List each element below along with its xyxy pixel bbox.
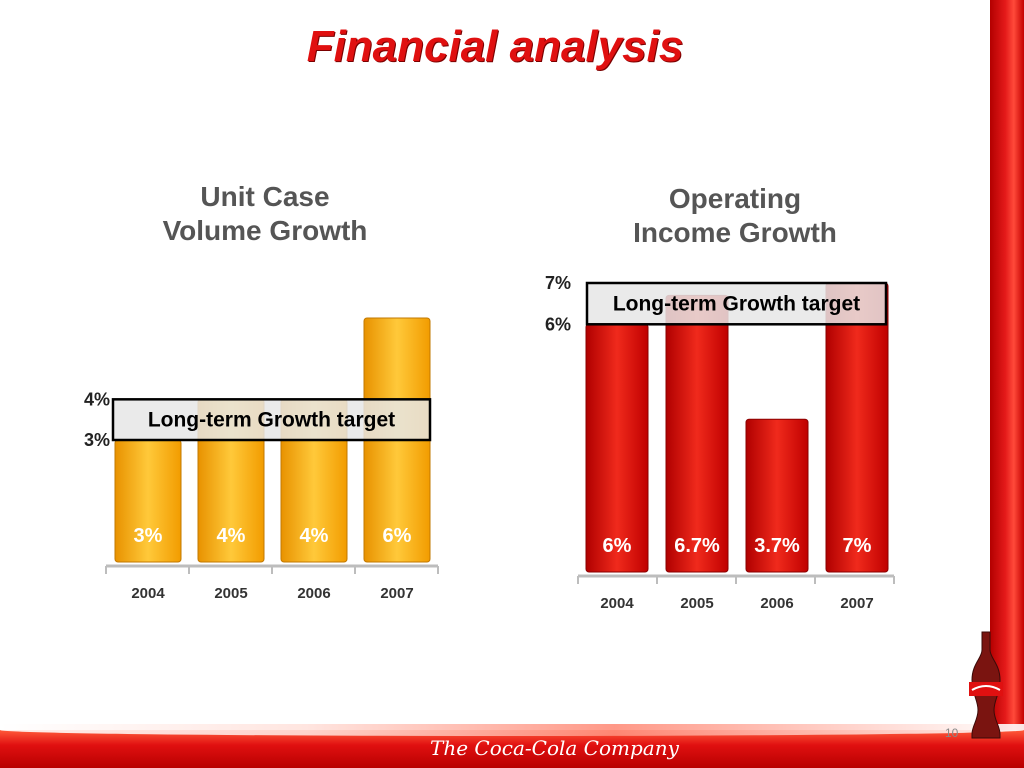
operating-tick-label-high: 7% — [545, 273, 571, 293]
operating-value-label-2007: 7% — [843, 535, 872, 557]
operating-tick-label-low: 6% — [545, 314, 571, 334]
operating-target-band — [585, 281, 888, 326]
operating-value-label-2005: 6.7% — [674, 535, 720, 557]
unit-case-tick-label-low: 3% — [84, 430, 110, 450]
company-logo: The Coca-Cola Company — [430, 736, 679, 760]
bottom-decorative-band — [0, 724, 1024, 768]
unit-case-value-label-2004: 3% — [134, 525, 163, 547]
white-swoosh — [0, 724, 1024, 736]
bottle-icon — [969, 631, 1003, 739]
unit-case-heading-line1: Unit Case — [200, 181, 330, 212]
slide-title: Financial analysis — [306, 22, 684, 71]
operating-target-label: Long-term Growth target — [613, 293, 860, 316]
operating-bar-2007 — [825, 282, 889, 573]
unit-case-value-label-2005: 4% — [217, 525, 246, 547]
unit-case-category-label-2006: 2006 — [297, 585, 330, 602]
unit-case-category-label-2007: 2007 — [380, 585, 413, 602]
unit-case-value-label-2007: 6% — [383, 525, 412, 547]
operating-heading-line2: Income Growth — [633, 217, 837, 248]
operating-category-label-2007: 2007 — [840, 595, 873, 612]
operating-category-label-2004: 2004 — [600, 595, 634, 612]
operating-heading-line1: Operating — [668, 183, 802, 214]
page-number: 10 — [945, 726, 959, 740]
operating-category-label-2006: 2006 — [760, 595, 793, 612]
unit-case-chart-heading: Unit Case Volume Growth — [130, 180, 400, 248]
unit-case-target-label: Long-term Growth target — [148, 409, 395, 432]
operating-value-label-2006: 3.7% — [754, 535, 800, 557]
operating-income-chart-heading: Operating Income Growth — [600, 182, 870, 250]
operating-bar-2005 — [665, 294, 729, 573]
right-decorative-band — [990, 0, 1024, 768]
unit-case-category-label-2005: 2005 — [214, 585, 247, 602]
unit-case-value-label-2006: 4% — [300, 525, 329, 547]
operating-category-label-2005: 2005 — [680, 595, 713, 612]
unit-case-target-band — [111, 398, 432, 442]
unit-case-tick-label-high: 4% — [84, 389, 110, 409]
operating-bar-2006 — [745, 418, 809, 573]
unit-case-heading-line2: Volume Growth — [162, 215, 368, 246]
operating-value-label-2004: 6% — [603, 535, 632, 557]
unit-case-category-label-2004: 2004 — [131, 585, 165, 602]
